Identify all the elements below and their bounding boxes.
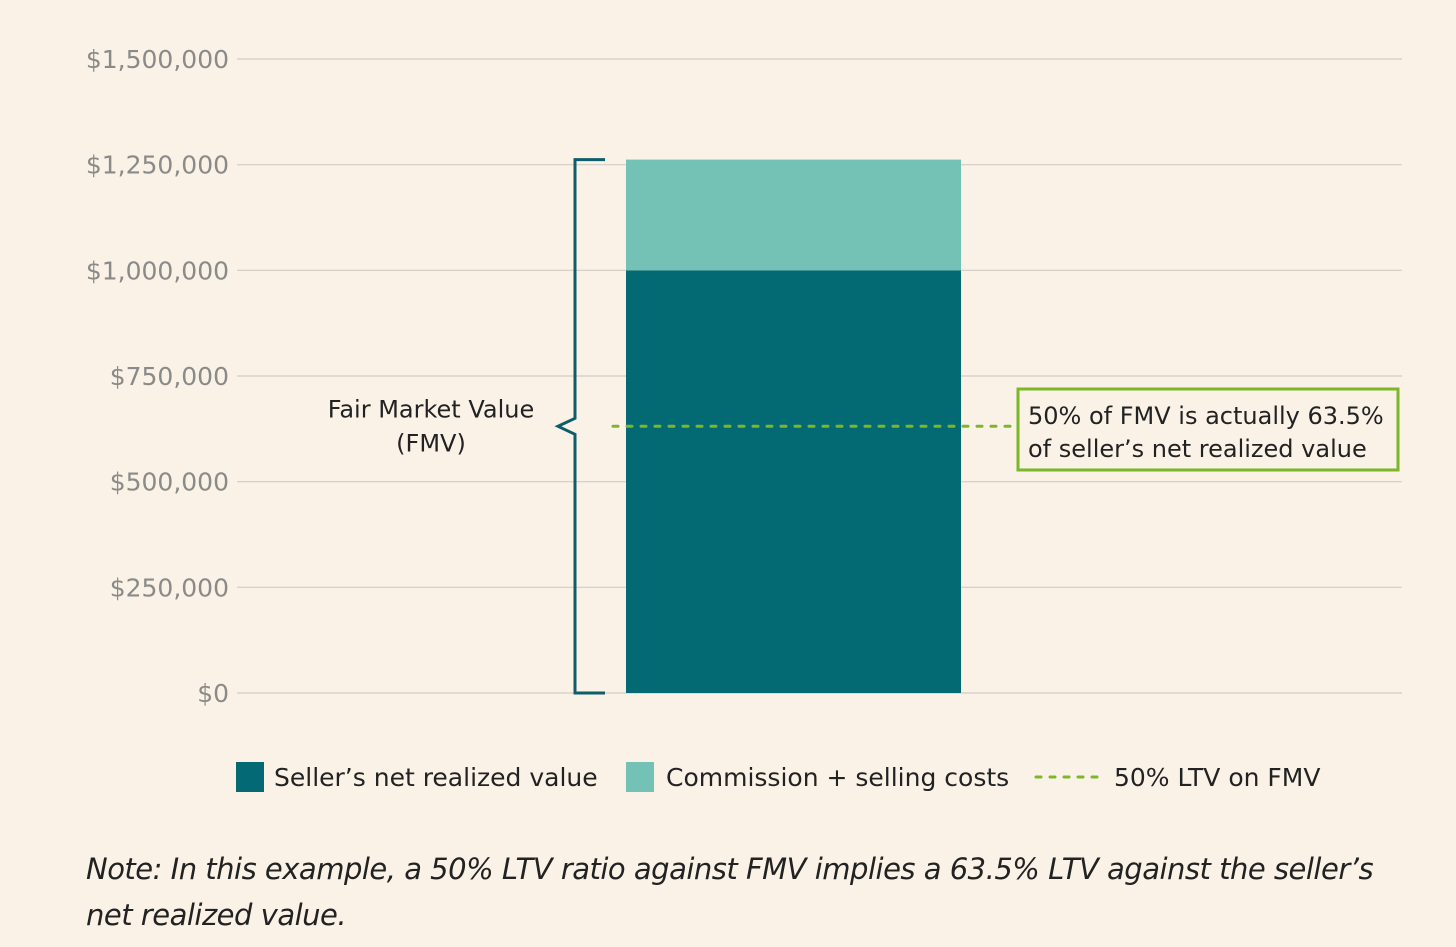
y-tick-label: $0: [197, 679, 229, 708]
callout: 50% of FMV is actually 63.5% of seller’s …: [1016, 387, 1400, 472]
y-tick-label: $750,000: [110, 362, 229, 391]
y-tick-label: $1,000,000: [86, 256, 229, 285]
y-axis-ticks: $0 $250,000 $500,000 $750,000 $1,000,000 $1,2…: [86, 45, 229, 708]
bar-seller-net-value: [626, 270, 961, 693]
legend: Seller’s net realized value Commission + …: [236, 762, 1320, 792]
y-tick-label: $500,000: [110, 468, 229, 497]
legend-label: Seller’s net realized value: [274, 763, 598, 792]
callout-text-line: 50% of FMV is actually 63.5%: [1028, 402, 1384, 430]
legend-swatch-seller-net: [236, 762, 264, 792]
chart-note: Note: In this example, a 50% LTV ratio a…: [86, 852, 1374, 932]
legend-swatch-commission: [626, 762, 654, 792]
legend-label: Commission + selling costs: [666, 763, 1009, 792]
callout-box: [1016, 387, 1400, 472]
y-tick-label: $250,000: [110, 573, 229, 602]
brace-label-line: Fair Market Value: [328, 395, 535, 423]
y-tick-label: $1,250,000: [86, 151, 229, 180]
brace-shape: [554, 158, 605, 695]
bar-stack: [626, 159, 961, 693]
bar-commission-costs: [626, 159, 961, 271]
fmv-brace: Fair Market Value (FMV): [328, 158, 605, 695]
y-tick-label: $1,500,000: [86, 45, 229, 74]
callout-text-line: of seller’s net realized value: [1028, 435, 1367, 463]
brace-label-line: (FMV): [396, 429, 466, 457]
legend-label: 50% LTV on FMV: [1114, 763, 1320, 792]
